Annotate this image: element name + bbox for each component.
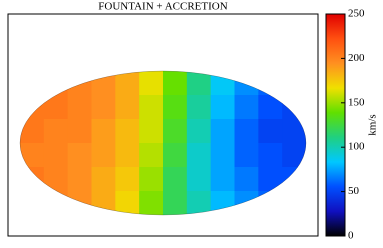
map-cell bbox=[282, 143, 306, 168]
map-cell bbox=[163, 167, 188, 192]
map-cell bbox=[186, 191, 212, 215]
map-cell bbox=[186, 71, 212, 96]
map-cell bbox=[258, 119, 283, 144]
map-cell bbox=[139, 143, 164, 168]
map-cell bbox=[163, 119, 188, 144]
map-cell bbox=[139, 119, 164, 144]
map-cell bbox=[186, 95, 212, 120]
map-cell bbox=[163, 143, 188, 168]
map-cell bbox=[67, 119, 93, 144]
colorbar-label: km/s bbox=[367, 114, 379, 135]
map-cell bbox=[139, 95, 164, 120]
colorbar-tick-label: 50 bbox=[348, 185, 360, 197]
map-cell bbox=[67, 167, 93, 192]
map-cell bbox=[282, 119, 306, 144]
map-cell bbox=[210, 143, 236, 168]
map-cell bbox=[91, 95, 116, 120]
map-cell bbox=[115, 143, 140, 168]
colorbar bbox=[325, 13, 346, 237]
map-cell bbox=[234, 143, 259, 168]
map-cell bbox=[234, 167, 259, 192]
map-cell bbox=[91, 119, 116, 144]
map-cell bbox=[115, 71, 140, 96]
map-cell bbox=[210, 95, 236, 120]
map-cell bbox=[115, 119, 140, 144]
chart-title: FOUNTAIN + ACCRETION bbox=[98, 1, 227, 13]
colorbar-tick-label: 150 bbox=[348, 96, 365, 108]
colorbar-tick-label: 200 bbox=[348, 52, 365, 64]
map-outline bbox=[19, 70, 307, 216]
map-cell bbox=[43, 119, 69, 144]
colorbar-tick-label: 0 bbox=[348, 230, 354, 242]
map-cell bbox=[258, 143, 283, 168]
map-cell bbox=[67, 143, 93, 168]
colorbar-tick-label: 250 bbox=[348, 8, 365, 20]
map-cell bbox=[234, 95, 259, 120]
map-cell bbox=[186, 167, 212, 192]
map-cell bbox=[67, 95, 93, 120]
map-cell bbox=[210, 119, 236, 144]
map-cell bbox=[91, 143, 116, 168]
map-cell bbox=[186, 119, 212, 144]
map-cell bbox=[115, 191, 140, 215]
map-cell bbox=[186, 143, 212, 168]
map-cell bbox=[139, 167, 164, 192]
map-cell bbox=[115, 95, 140, 120]
map-cell bbox=[163, 95, 188, 120]
map-cell bbox=[163, 71, 188, 96]
map-cell bbox=[139, 191, 164, 215]
colorbar-tick-label: 100 bbox=[348, 141, 365, 153]
map-cell bbox=[139, 71, 164, 96]
map-cell bbox=[91, 167, 116, 192]
map-cell bbox=[210, 167, 236, 192]
map-cell bbox=[234, 119, 259, 144]
map-cell bbox=[163, 191, 188, 215]
map-cell bbox=[43, 143, 69, 168]
map-cell bbox=[115, 167, 140, 192]
